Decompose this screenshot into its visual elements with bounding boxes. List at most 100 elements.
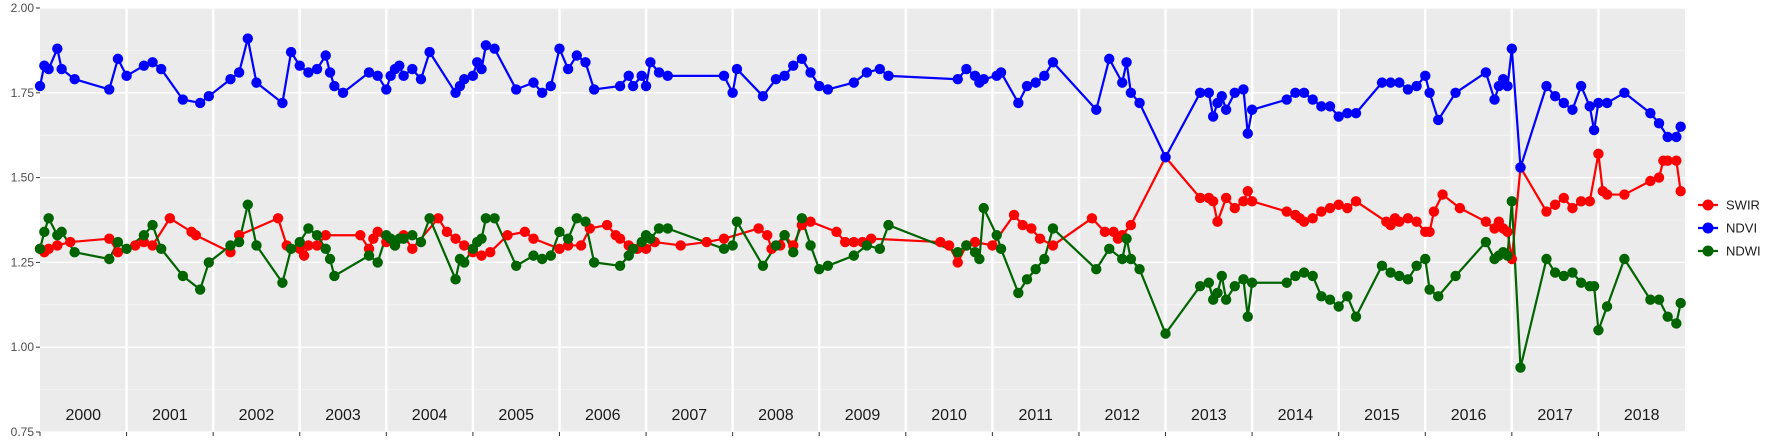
data-point-ndvi — [1489, 94, 1500, 105]
data-point-ndvi — [662, 70, 673, 82]
year-label: 2008 — [758, 407, 794, 424]
data-point-ndwi — [562, 233, 574, 244]
data-point-ndwi — [242, 199, 253, 210]
data-point-swir — [1645, 175, 1656, 187]
data-point-ndwi — [848, 250, 860, 261]
data-point-ndvi — [1619, 87, 1630, 99]
data-point-ndvi — [1021, 80, 1033, 92]
data-point-ndvi — [1324, 101, 1336, 112]
data-point-ndwi — [796, 213, 808, 224]
data-point-ndvi — [1047, 57, 1059, 68]
data-point-ndwi — [731, 216, 743, 227]
data-point-ndwi — [1246, 277, 1258, 288]
data-point-ndvi — [225, 74, 236, 85]
data-point-ndwi — [770, 240, 782, 251]
data-point-ndwi — [1238, 274, 1249, 285]
data-point-swir — [298, 250, 310, 261]
data-point-ndvi — [177, 94, 189, 105]
data-point-ndvi — [147, 57, 158, 68]
data-point-swir — [1584, 196, 1595, 207]
data-point-swir — [1333, 199, 1344, 210]
data-point-ndwi — [1653, 294, 1665, 305]
data-point-ndwi — [1324, 294, 1336, 305]
year-label: 2013 — [1191, 407, 1227, 424]
data-point-ndvi — [251, 77, 262, 88]
data-point-ndvi — [1424, 87, 1435, 99]
data-point-ndwi — [1541, 253, 1552, 265]
data-point-swir — [1411, 216, 1422, 227]
data-point-ndvi — [1549, 90, 1561, 102]
data-point-ndwi — [194, 284, 206, 295]
data-point-ndvi — [121, 70, 132, 82]
data-point-ndwi — [1450, 270, 1461, 282]
y-tick-label: 2.00 — [11, 1, 35, 15]
data-point-ndvi — [415, 74, 427, 85]
data-point-ndwi — [1121, 233, 1132, 244]
data-point-swir — [987, 240, 998, 251]
data-point-ndwi — [510, 260, 522, 271]
data-point-ndwi — [1394, 270, 1405, 282]
data-point-ndvi — [372, 70, 383, 82]
data-point-ndwi — [138, 230, 150, 241]
year-label: 2017 — [1537, 407, 1573, 424]
data-point-ndvi — [104, 84, 115, 95]
data-point-ndvi — [311, 63, 323, 75]
data-point-ndwi — [104, 253, 115, 265]
data-point-ndvi — [588, 84, 600, 95]
data-point-swir — [1047, 240, 1059, 251]
data-point-ndwi — [588, 257, 600, 268]
data-point-ndwi — [1662, 311, 1673, 322]
legend: SWIR NDVI NDWI — [1698, 198, 1761, 259]
data-point-swir — [1086, 213, 1098, 224]
data-point-ndvi — [1091, 104, 1102, 115]
data-point-ndvi — [1480, 67, 1492, 78]
data-point-ndvi — [398, 70, 409, 82]
data-point-ndwi — [779, 230, 790, 241]
data-point-swir — [1567, 202, 1578, 214]
data-point-ndvi — [1246, 104, 1258, 115]
data-point-ndwi — [203, 257, 215, 268]
data-point-ndvi — [718, 70, 730, 82]
data-point-swir — [1558, 192, 1569, 204]
data-point-ndwi — [324, 253, 336, 265]
data-point-swir — [943, 240, 955, 251]
year-label: 2001 — [152, 407, 188, 424]
data-point-ndvi — [627, 80, 639, 92]
data-point-ndvi — [874, 63, 886, 75]
data-point-swir — [52, 240, 63, 251]
data-point-swir — [1125, 219, 1137, 231]
data-point-ndwi — [1220, 294, 1232, 305]
grid-major — [40, 7, 1685, 433]
data-point-ndwi — [147, 219, 158, 231]
data-point-ndvi — [1376, 77, 1388, 88]
data-point-swir — [1316, 206, 1327, 217]
data-point-ndwi — [1125, 253, 1137, 265]
data-point-ndwi — [233, 236, 245, 248]
data-point-ndvi — [1567, 104, 1578, 115]
data-point-swir — [1238, 196, 1249, 207]
data-point-ndvi — [1203, 87, 1215, 99]
data-point-ndwi — [727, 240, 738, 251]
year-label: 2012 — [1104, 407, 1140, 424]
data-point-ndwi — [1342, 291, 1353, 302]
data-point-swir — [935, 236, 946, 248]
data-point-ndvi — [407, 63, 418, 75]
data-point-ndwi — [225, 240, 236, 251]
data-point-ndwi — [1160, 328, 1171, 339]
data-point-ndvi — [562, 63, 574, 75]
data-point-ndwi — [1515, 362, 1526, 373]
data-point-ndwi — [329, 270, 340, 282]
data-point-ndvi — [545, 80, 557, 92]
data-point-ndvi — [242, 33, 253, 44]
data-point-swir — [762, 230, 773, 241]
data-point-ndvi — [1575, 80, 1587, 92]
data-point-ndwi — [554, 226, 565, 238]
data-point-ndwi — [1593, 325, 1604, 336]
data-point-swir — [1298, 216, 1310, 227]
data-point-ndvi — [277, 97, 288, 109]
data-point-ndvi — [233, 67, 245, 78]
legend-label-ndvi: NDVI — [1726, 221, 1757, 236]
data-point-ndwi — [528, 250, 539, 261]
data-point-ndwi — [861, 240, 873, 251]
data-point-ndwi — [1281, 277, 1292, 288]
